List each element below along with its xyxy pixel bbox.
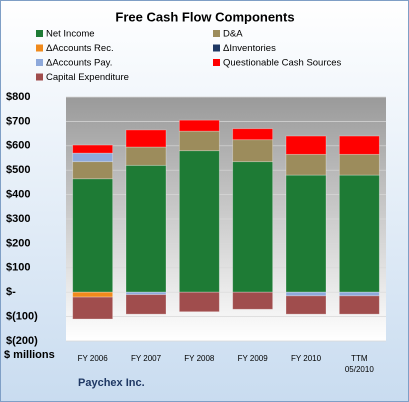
x-tick-label-box: TTM 05/2010: [344, 354, 374, 374]
legend-swatch: [36, 73, 43, 81]
bar-segment: [72, 296, 114, 320]
legend-label: ΔAccounts Rec.: [46, 43, 114, 54]
x-tick-label: FY 2010: [290, 354, 322, 363]
bar-segment: [125, 146, 167, 166]
bar-segment: [232, 161, 274, 293]
bar-segment: [125, 294, 167, 315]
bar-segment: [178, 119, 220, 132]
bar-segment: [285, 174, 327, 293]
legend-label: ΔAccounts Pay.: [46, 58, 112, 69]
x-tick-label: FY 2009: [237, 354, 268, 363]
bar-segment: [72, 178, 114, 293]
bar-segment: [178, 291, 220, 313]
bar-segment: [178, 150, 220, 293]
bar-segment: [125, 129, 167, 148]
y-tick-label: $(100): [6, 311, 38, 323]
bar-segment: [285, 295, 327, 315]
y-tick-label: $200: [6, 237, 30, 249]
bar-segment: [338, 174, 380, 293]
legend-swatch: [213, 44, 220, 52]
y-tick-label: $400: [6, 189, 30, 201]
y-tick-label: $100: [6, 262, 30, 274]
bar-segment: [232, 291, 274, 310]
legend-label: D&A: [223, 29, 243, 40]
y-tick-label: $-: [6, 286, 16, 298]
x-tick-label-box: FY 2007: [130, 354, 162, 363]
bar-segment: [72, 291, 114, 298]
x-tick-label: FY 2007: [130, 354, 162, 363]
x-tick-label: FY 2006: [77, 354, 108, 363]
y-axis-label: $ millions: [4, 349, 55, 361]
legend-label: ΔInventories: [223, 43, 276, 54]
legend-swatch: [213, 59, 220, 66]
y-tick-label: $600: [6, 140, 30, 152]
x-tick-label: FY 2008: [184, 354, 215, 363]
y-tick-label: $800: [6, 91, 30, 103]
bar-segment: [125, 164, 167, 293]
bar-segment: [285, 153, 327, 176]
legend-label: Net Income: [46, 29, 95, 40]
bar-segment: [178, 130, 220, 152]
bar-segment: [72, 144, 114, 154]
bar-segment: [338, 295, 380, 315]
x-tick-label-box: FY 2009: [237, 354, 268, 363]
legend-swatch: [36, 44, 43, 52]
y-tick-label: $(200): [6, 335, 38, 347]
bar-segment: [72, 152, 114, 163]
x-axis-label: Paychex Inc.: [78, 377, 145, 389]
legend-swatch: [36, 59, 43, 66]
x-tick-label-box: FY 2006: [77, 354, 108, 363]
bar-segment: [285, 291, 327, 297]
x-tick-label-box: FY 2008: [184, 354, 215, 363]
legend-swatch: [213, 30, 220, 37]
chart-title: Free Cash Flow Components: [115, 9, 294, 24]
y-tick-label: $700: [6, 115, 30, 127]
bar-segment: [338, 153, 380, 176]
legend-swatch: [36, 30, 43, 37]
bar-segment: [232, 128, 274, 141]
bar-segment: [72, 161, 114, 180]
bar-segment: [285, 135, 327, 155]
x-tick-label: TTM 05/2010: [344, 354, 374, 374]
bar-segment: [338, 135, 380, 155]
legend-label: Questionable Cash Sources: [223, 58, 342, 69]
x-tick-label-box: FY 2010: [290, 354, 322, 363]
legend-label: Capital Expenditure: [46, 72, 129, 83]
y-tick-label: $300: [6, 213, 30, 225]
bar-segment: [338, 291, 380, 297]
bar-segment: [232, 139, 274, 163]
y-tick-label: $500: [6, 164, 30, 176]
